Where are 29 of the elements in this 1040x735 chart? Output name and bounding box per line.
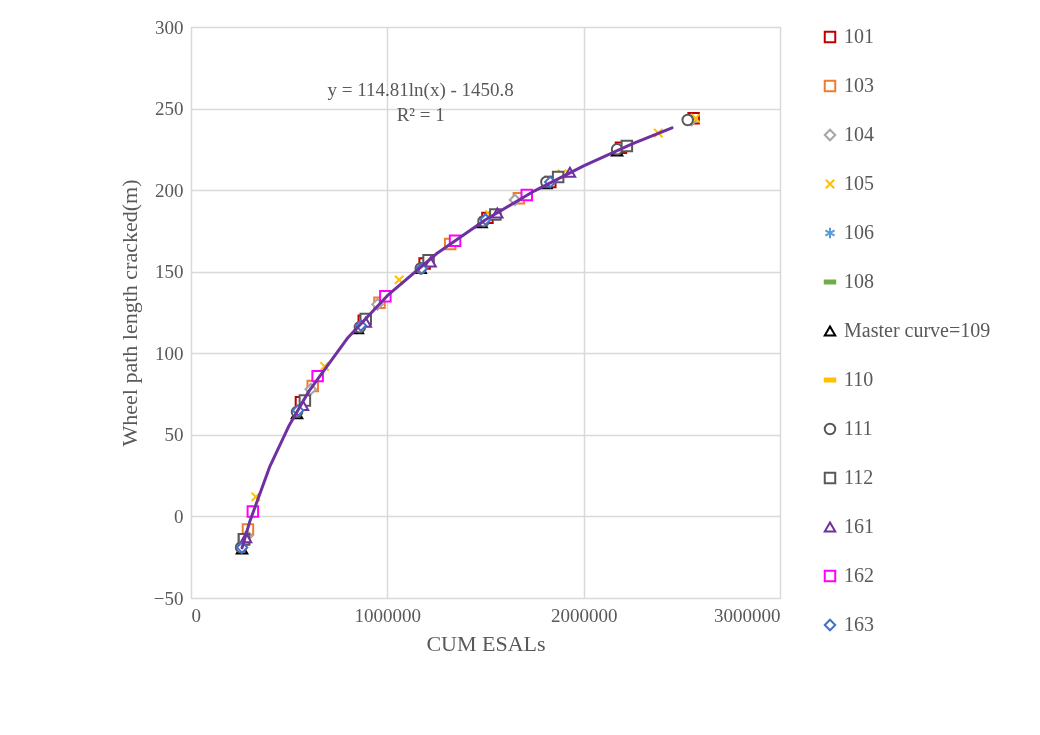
y-tick-label: −50 [153, 587, 184, 609]
legend-label: Master curve=109 [844, 319, 991, 341]
annotation: R² = 1 [396, 104, 445, 125]
y-tick-label: 100 [155, 342, 184, 364]
legend-label: 105 [844, 172, 874, 194]
y-tick-label: 50 [164, 424, 184, 446]
x-axis-title: CUM ESALs [426, 630, 546, 656]
legend-label: 108 [844, 270, 874, 292]
legend-label: 110 [844, 368, 874, 390]
legend-label: 101 [844, 25, 874, 47]
y-tick-label: 200 [155, 179, 184, 201]
legend-label: 163 [844, 613, 874, 635]
legend-label: 103 [844, 74, 874, 96]
x-tick-label: 3000000 [714, 604, 781, 626]
x-tick-label: 0 [191, 604, 201, 626]
legend-label: 111 [844, 417, 873, 439]
legend-label: 162 [844, 564, 874, 586]
y-tick-label: 250 [155, 98, 184, 120]
legend-label: 106 [844, 221, 874, 243]
x-tick-label: 2000000 [550, 604, 618, 626]
legend-label: 112 [844, 466, 874, 488]
legend-label: 104 [844, 123, 874, 145]
legend-label: 161 [844, 515, 874, 537]
y-tick-label: 0 [174, 505, 184, 527]
y-tick-label: 150 [155, 261, 184, 283]
y-axis-title: Wheel path length cracked(m) [116, 179, 142, 447]
y-tick-label: 300 [155, 16, 184, 38]
x-tick-label: 1000000 [354, 604, 422, 626]
annotation: y = 114.81ln(x) - 1450.8 [327, 79, 514, 101]
